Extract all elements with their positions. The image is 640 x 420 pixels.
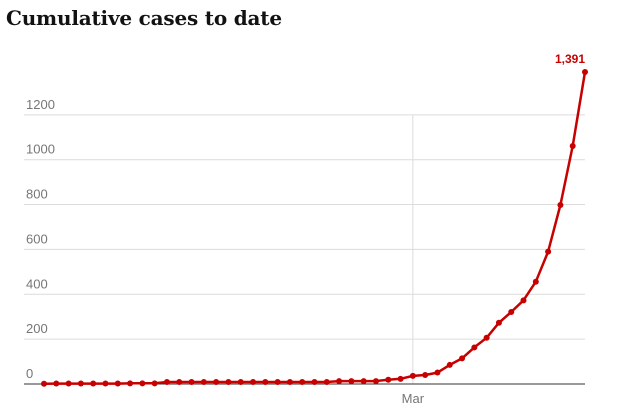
- y-tick-label: 1000: [26, 142, 55, 157]
- data-point: [508, 309, 515, 315]
- data-point: [127, 380, 134, 387]
- data-point: [545, 248, 552, 255]
- data-point: [311, 378, 318, 385]
- data-point: [434, 369, 441, 376]
- y-tick-label: 800: [26, 187, 48, 202]
- data-point: [262, 378, 269, 385]
- data-point: [446, 361, 453, 368]
- data-point: [532, 278, 539, 285]
- data-point: [459, 355, 466, 362]
- data-point: [53, 380, 60, 387]
- data-point: [225, 378, 232, 385]
- data-point: [188, 378, 195, 385]
- data-point: [176, 378, 183, 385]
- data-point: [520, 297, 527, 304]
- data-point: [90, 380, 97, 387]
- data-point: [41, 380, 47, 387]
- chart-title: Cumulative cases to date: [6, 6, 282, 30]
- y-tick-label: 200: [26, 321, 48, 336]
- data-point: [200, 378, 207, 385]
- data-point: [286, 378, 293, 385]
- y-tick-label: 600: [26, 231, 48, 246]
- data-point: [397, 375, 404, 382]
- data-point: [348, 378, 355, 385]
- data-point: [213, 378, 220, 385]
- end-value-label: 1,391: [555, 52, 585, 66]
- data-point: [336, 378, 343, 385]
- data-point: [582, 69, 588, 75]
- data-point: [151, 380, 158, 387]
- data-point: [102, 380, 109, 387]
- y-tick-label: 1200: [26, 97, 55, 112]
- data-point: [385, 376, 392, 383]
- data-point: [163, 378, 170, 385]
- data-point: [139, 380, 146, 387]
- data-point: [422, 372, 429, 379]
- data-point: [483, 334, 490, 341]
- data-point: [299, 378, 306, 385]
- data-point: [65, 380, 72, 387]
- x-tick-label: Mar: [402, 391, 425, 406]
- data-point: [250, 378, 257, 385]
- data-point: [237, 378, 244, 385]
- y-tick-label: 0: [26, 366, 33, 381]
- data-point: [77, 380, 84, 387]
- data-point: [569, 143, 576, 150]
- data-point: [274, 378, 281, 385]
- y-tick-label: 400: [26, 276, 48, 291]
- data-point: [471, 344, 478, 351]
- data-point: [323, 378, 330, 385]
- data-point: [372, 378, 379, 385]
- series-line: [43, 71, 587, 386]
- data-point: [114, 380, 121, 387]
- data-point: [409, 372, 416, 379]
- data-point: [495, 319, 502, 326]
- data-point: [557, 202, 564, 209]
- data-point: [360, 378, 367, 385]
